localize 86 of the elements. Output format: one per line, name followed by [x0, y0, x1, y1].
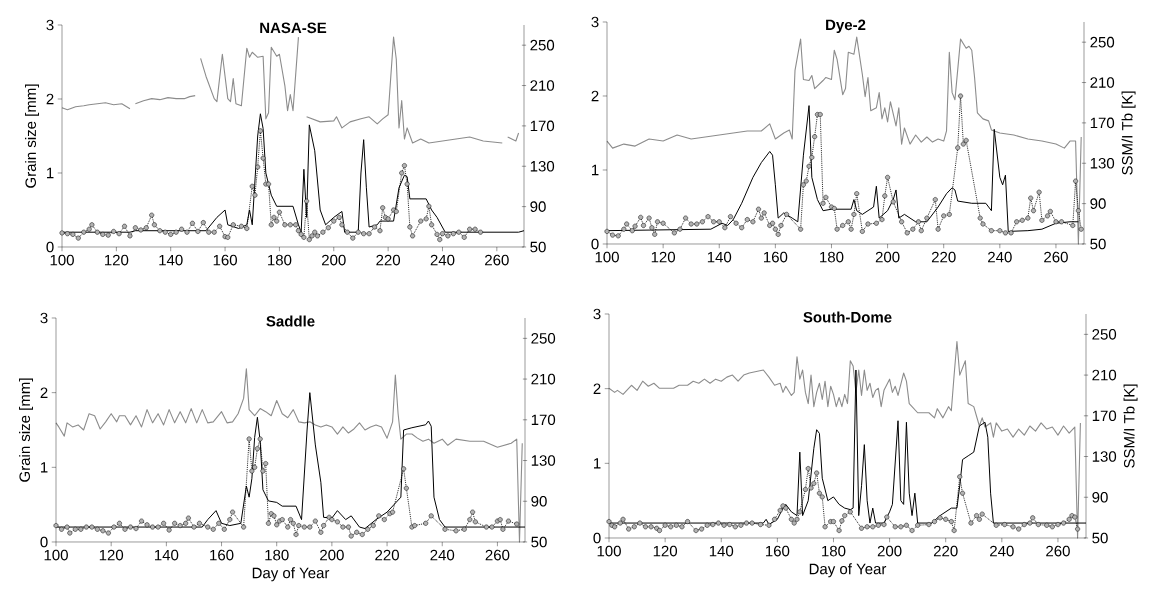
x-tick-label: 220: [931, 251, 956, 263]
x-tick-label: 260: [485, 254, 509, 266]
y2-tick-label: 170: [531, 414, 556, 426]
x-tick-label: 100: [597, 545, 621, 557]
x-tick-label: 240: [430, 549, 455, 561]
y-tick-label: 3: [46, 19, 54, 31]
y2-tick-label: 50: [1090, 238, 1106, 250]
y-tick-label: 2: [593, 383, 601, 394]
x-tick-label: 220: [375, 549, 399, 561]
x-tick-label: 160: [210, 549, 234, 561]
y2-tick-label: 250: [1092, 329, 1117, 340]
y2-tick-label: 170: [530, 120, 555, 132]
y2-tick-label: 170: [1092, 410, 1117, 422]
x-tick-label: 120: [99, 549, 124, 561]
y2-tick-label: 250: [531, 333, 556, 344]
x-tick-label: 240: [430, 254, 455, 266]
y-tick-label: 3: [593, 308, 601, 320]
y2-tick-label: 250: [1090, 36, 1115, 48]
x-tick-label: 260: [485, 549, 510, 561]
y-tick-label: 2: [46, 93, 54, 105]
y2-tick-label: 50: [531, 536, 547, 548]
x-tick-label: 240: [990, 545, 1014, 557]
y-tick-label: 0: [40, 536, 48, 548]
y2-tick-label: 90: [530, 201, 546, 212]
chart-title: Saddle: [266, 315, 315, 327]
x-tick-label: 160: [763, 251, 788, 263]
x-tick-label: 120: [653, 545, 678, 557]
x-tick-label: 220: [376, 254, 401, 266]
y2-tick-label: 130: [531, 455, 556, 466]
y2-tick-label: 50: [530, 241, 546, 253]
y-tick-label: 1: [594, 458, 601, 469]
x-tick-label: 120: [651, 251, 676, 263]
chart-title: Dye-2: [826, 19, 866, 34]
y-tick-label: 0: [593, 532, 601, 544]
x-tick-label: 140: [709, 545, 734, 557]
y2-tick-label: 130: [530, 160, 555, 172]
y-tick-label: 2: [591, 90, 599, 102]
x-axis-title: Day of Year: [809, 563, 887, 578]
x-tick-label: 180: [820, 251, 844, 263]
chart-title: South-Dome: [803, 311, 892, 323]
x-tick-label: 140: [707, 251, 732, 263]
y2-tick-label: 210: [1090, 77, 1115, 88]
x-tick-label: 240: [988, 251, 1012, 263]
y-tick-label: 0: [46, 241, 54, 253]
y2-tick-label: 90: [531, 495, 547, 507]
y-axis-title: Grain size [mm]: [19, 378, 33, 482]
y2-tick-label: 210: [530, 80, 555, 91]
y2-axis-title: SSM/I Tb [K]: [1123, 384, 1138, 468]
x-tick-label: 100: [44, 549, 68, 561]
x-tick-label: 100: [50, 254, 74, 266]
y-tick-label: 1: [592, 164, 599, 176]
x-axis-title: Day of Year: [252, 567, 330, 582]
y2-tick-label: 250: [530, 39, 555, 51]
x-tick-label: 180: [268, 254, 292, 266]
x-tick-label: 160: [765, 545, 790, 557]
x-tick-label: 200: [875, 251, 900, 263]
x-tick-label: 160: [213, 254, 237, 266]
x-tick-label: 140: [154, 549, 179, 561]
x-tick-label: 200: [322, 254, 346, 266]
x-tick-label: 260: [1044, 251, 1068, 263]
y-tick-label: 2: [40, 387, 48, 398]
y2-tick-label: 50: [1092, 532, 1108, 544]
y2-tick-label: 90: [1092, 491, 1108, 503]
y2-tick-label: 90: [1090, 198, 1106, 209]
y2-tick-label: 170: [1090, 117, 1115, 129]
y-tick-label: 1: [47, 167, 54, 179]
x-tick-label: 180: [822, 545, 846, 557]
y-tick-label: 3: [591, 16, 599, 28]
x-tick-label: 200: [320, 549, 344, 561]
y2-tick-label: 130: [1090, 157, 1115, 169]
y2-tick-label: 130: [1092, 451, 1117, 462]
x-tick-label: 220: [933, 545, 958, 557]
chart-title: NASA-SE: [260, 22, 327, 34]
x-tick-label: 120: [104, 254, 129, 266]
x-tick-label: 140: [159, 254, 183, 266]
x-tick-label: 180: [265, 549, 289, 561]
y2-tick-label: 210: [531, 373, 556, 385]
x-tick-label: 260: [1046, 545, 1070, 557]
y-tick-label: 0: [591, 238, 599, 250]
x-tick-label: 100: [595, 251, 619, 263]
y-axis-title: Grain size [mm]: [25, 84, 39, 188]
y2-tick-label: 210: [1092, 369, 1117, 381]
y2-axis-title: SSM/I Tb [K]: [1121, 91, 1136, 175]
y-tick-label: 1: [41, 462, 48, 473]
y-tick-label: 3: [40, 312, 48, 324]
x-tick-label: 200: [877, 545, 902, 557]
